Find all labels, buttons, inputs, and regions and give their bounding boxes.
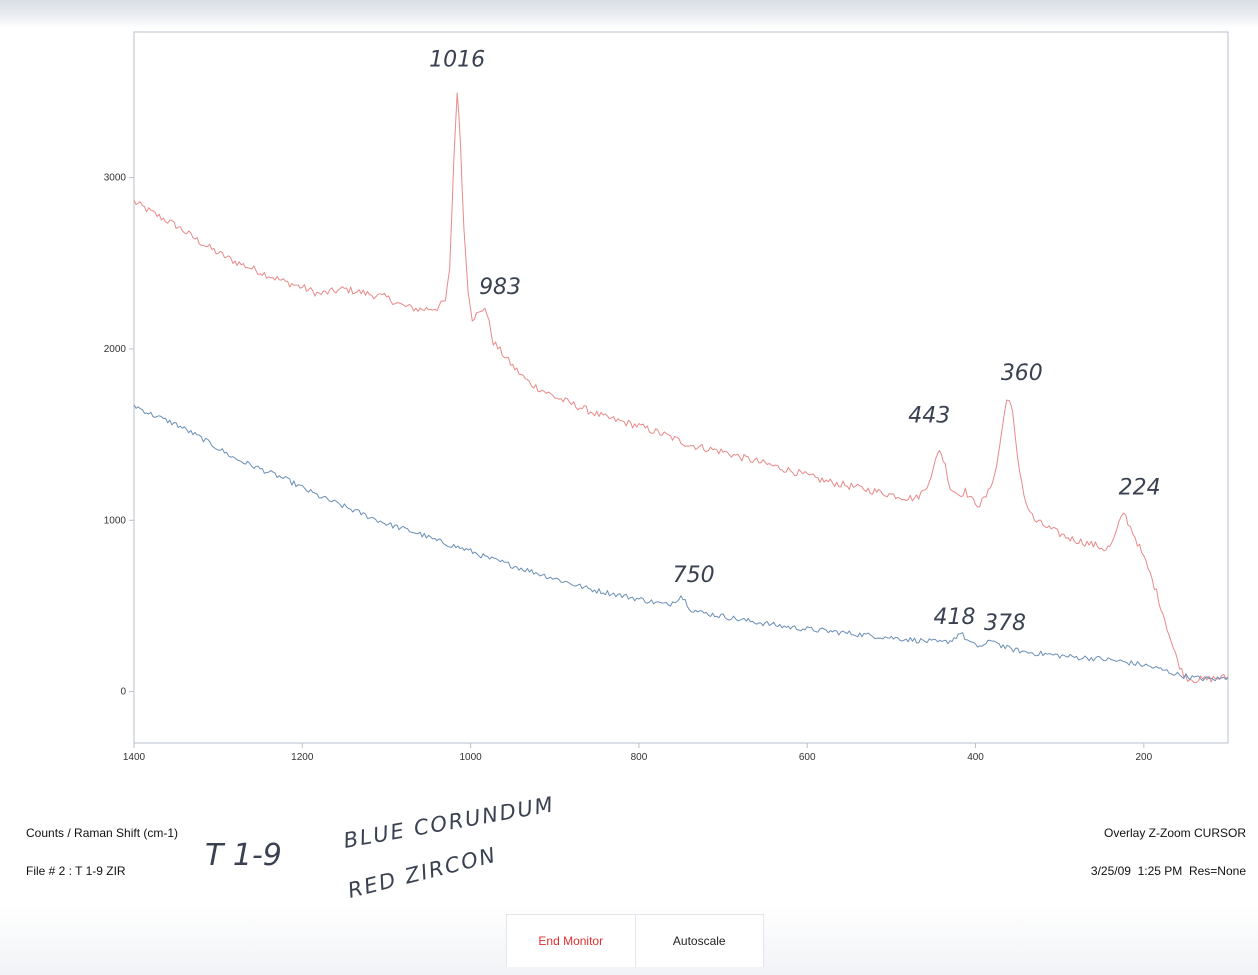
end-monitor-button[interactable]: End Monitor <box>538 934 604 948</box>
y-tick-label: 3000 <box>104 173 127 184</box>
peak-label: 224 <box>1119 476 1161 501</box>
y-tick-label: 2000 <box>104 344 127 355</box>
x-axis: 1400 1200 1000 800 600 400 200 <box>123 743 1153 763</box>
y-tick-label: 0 <box>120 687 126 698</box>
monitor-toolbar: End Monitor Autoscale <box>506 914 764 967</box>
peak-label: 418 <box>934 605 976 630</box>
peak-label: 983 <box>479 275 521 300</box>
x-tick-label: 1200 <box>291 752 314 763</box>
peak-annotations: 1016 983 443 360 224 750 418 378 <box>429 47 1160 636</box>
y-tick-label: 1000 <box>104 515 127 526</box>
peak-label: 378 <box>984 611 1026 636</box>
peak-label: 360 <box>1001 361 1043 386</box>
plot-frame <box>133 31 1229 744</box>
handwritten-red-zircon: RED ZIRCON <box>345 843 499 903</box>
axis-units-label: Counts / Raman Shift (cm-1) <box>26 826 179 840</box>
timestamp-label: 3/25/09 1:25 PM Res=None <box>1090 864 1246 878</box>
x-tick-label: 400 <box>967 752 984 763</box>
series-layer <box>133 92 1229 684</box>
raman-spectrum-chart[interactable]: 3000 2000 1000 0 1400 1200 1000 800 600 400 200 1… <box>0 0 1258 905</box>
x-tick-label: 600 <box>799 752 816 763</box>
y-axis: 3000 2000 1000 0 <box>104 173 134 698</box>
handwritten-sample-id: T 1-9 <box>205 838 282 873</box>
handwritten-blue-corundum: BLUE CORUNDUM <box>342 792 557 853</box>
handwritten-notes: T 1-9 BLUE CORUNDUM RED ZIRCON <box>205 792 557 903</box>
mode-label: Overlay Z-Zoom CURSOR <box>1103 826 1246 840</box>
autoscale-button[interactable]: Autoscale <box>634 915 764 967</box>
peak-label: 1016 <box>429 47 485 72</box>
blue-corundum-series-line <box>133 404 1229 682</box>
x-tick-label: 800 <box>631 752 648 763</box>
file-label: File # 2 : T 1-9 ZIR <box>26 864 126 878</box>
x-tick-label: 1400 <box>123 752 146 763</box>
red-zircon-series-line <box>133 92 1229 684</box>
x-tick-label: 1000 <box>459 752 482 763</box>
x-tick-label: 200 <box>1136 752 1153 763</box>
peak-label: 750 <box>673 563 715 588</box>
peak-label: 443 <box>908 404 950 429</box>
scan-top-shading <box>0 0 1258 28</box>
